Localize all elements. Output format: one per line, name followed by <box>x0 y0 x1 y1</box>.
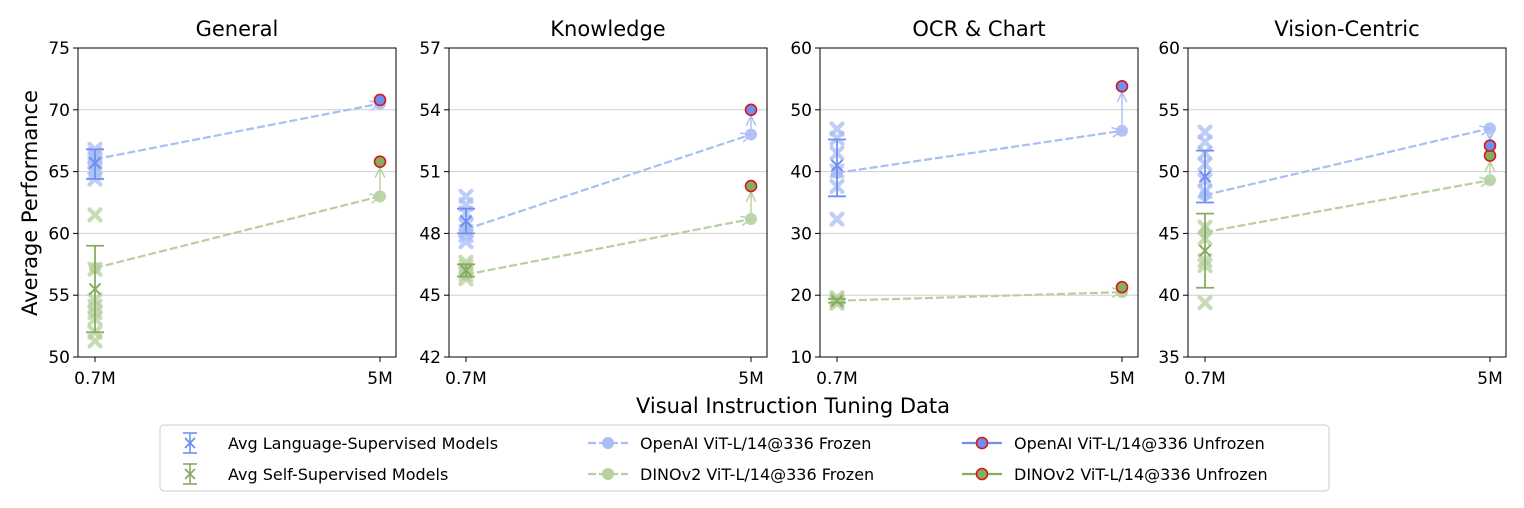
lang-model-marker <box>458 188 474 204</box>
dinov2-frozen-point <box>374 190 386 203</box>
lang-model-marker <box>829 211 845 227</box>
legend-box <box>159 424 1330 492</box>
self-model-marker <box>87 207 103 223</box>
dinov2-unfrozen-point <box>744 179 758 193</box>
legend-handle <box>184 437 196 449</box>
y-tick-label: 50 <box>790 101 812 121</box>
legend-label: Avg Self-Supervised Models <box>228 465 448 484</box>
y-tick-label: 51 <box>419 163 441 183</box>
legend-entry: OpenAI ViT-L/14@336 Unfrozen <box>962 434 1265 453</box>
avg-lang-marker <box>831 159 843 172</box>
dinov2-frozen-line <box>465 217 752 276</box>
openai-unfrozen-point <box>373 93 387 107</box>
dinov2-frozen-line <box>94 195 381 270</box>
x-tick-label: 5M <box>367 369 392 389</box>
avg-lang-errorbar <box>828 138 846 198</box>
avg-self-marker <box>1199 244 1211 257</box>
openai-frozen-line <box>836 129 1123 174</box>
y-tick-label: 55 <box>1158 101 1180 121</box>
y-tick-label: 40 <box>1158 286 1180 306</box>
legend-entry: Avg Language-Supervised Models <box>183 432 498 454</box>
plot-frame <box>77 47 397 358</box>
y-tick-label: 48 <box>419 224 441 244</box>
legend-entry: DINOv2 ViT-L/14@336 Unfrozen <box>962 465 1268 484</box>
legend-label: Avg Language-Supervised Models <box>228 434 498 453</box>
y-tick-label: 70 <box>48 101 70 121</box>
avg-lang-marker <box>460 215 472 228</box>
y-tick-label: 45 <box>419 286 441 306</box>
x-axis-label: Visual Instruction Tuning Data <box>636 394 950 418</box>
plot-frame <box>448 47 768 358</box>
x-tick-label: 5M <box>1109 369 1134 389</box>
y-tick-label: 10 <box>790 348 812 368</box>
y-tick-label: 60 <box>1158 39 1180 59</box>
dinov2-unfrozen-point <box>373 155 387 169</box>
panel-ocr-chart: 10 20 30 40 50 60 0.7M 5M OCR & Chart <box>790 17 1139 389</box>
x-tick-label: 0.7M <box>74 369 116 389</box>
legend: Avg Language-Supervised Models Avg Self-S… <box>159 424 1330 492</box>
legend-label: DINOv2 ViT-L/14@336 Frozen <box>640 465 874 484</box>
legend-label: OpenAI ViT-L/14@336 Frozen <box>640 434 871 453</box>
legend-label: OpenAI ViT-L/14@336 Unfrozen <box>1014 434 1265 453</box>
openai-unfrozen-point <box>744 103 758 117</box>
y-tick-label: 75 <box>48 39 70 59</box>
self-model-marker <box>1197 295 1213 311</box>
y-tick-label: 57 <box>419 39 441 59</box>
y-tick-label: 60 <box>790 39 812 59</box>
y-tick-label: 42 <box>419 348 441 368</box>
y-tick-label: 65 <box>48 163 70 183</box>
plot-frame <box>1187 47 1507 358</box>
panel-title: Knowledge <box>550 17 665 41</box>
legend-entry: Avg Self-Supervised Models <box>183 463 448 485</box>
y-tick-label: 60 <box>48 224 70 244</box>
panel-vision-centric: 35 40 45 50 55 60 0.7M 5M Vision-Centric <box>1158 17 1507 389</box>
openai-unfrozen-point <box>1483 139 1497 152</box>
openai-frozen-line <box>1204 127 1491 197</box>
dinov2-frozen-line <box>1204 179 1491 234</box>
openai-unfrozen-point <box>1115 80 1129 93</box>
y-tick-label: 50 <box>1158 163 1180 183</box>
avg-self-marker <box>831 294 843 307</box>
dinov2-frozen-point <box>1484 174 1496 187</box>
lang-model-marker <box>829 121 845 137</box>
x-tick-label: 0.7M <box>1184 369 1226 389</box>
y-tick-label: 30 <box>790 224 812 244</box>
openai-frozen-point <box>1484 122 1496 135</box>
x-tick-label: 0.7M <box>816 369 858 389</box>
panel-title: Vision-Centric <box>1274 17 1419 41</box>
y-tick-label: 20 <box>790 286 812 306</box>
panel-general: 50 55 60 65 70 75 0.7M 5M General <box>48 17 397 389</box>
dinov2-frozen-line <box>836 291 1123 302</box>
panel-knowledge: 42 45 48 51 54 57 0.7M 5M Knowledge <box>419 17 768 389</box>
openai-frozen-line <box>94 102 381 161</box>
x-tick-label: 0.7M <box>445 369 487 389</box>
x-tick-label: 5M <box>738 369 763 389</box>
panel-title: General <box>196 17 279 41</box>
y-tick-label: 40 <box>790 163 812 183</box>
lang-model-marker <box>1197 124 1213 140</box>
dinov2-unfrozen-point <box>1115 280 1129 294</box>
y-tick-label: 54 <box>419 101 441 121</box>
avg-self-marker <box>460 264 472 277</box>
x-tick-label: 5M <box>1477 369 1502 389</box>
y-tick-label: 35 <box>1158 348 1180 368</box>
y-tick-label: 45 <box>1158 224 1180 244</box>
openai-frozen-line <box>465 133 752 231</box>
avg-lang-marker <box>1199 170 1211 183</box>
openai-frozen-point <box>1116 124 1128 137</box>
avg-self-marker <box>89 283 101 296</box>
legend-handle <box>184 468 196 480</box>
panel-title: OCR & Chart <box>912 17 1045 41</box>
avg-lang-marker <box>89 156 101 169</box>
legend-entry: OpenAI ViT-L/14@336 Frozen <box>588 434 871 453</box>
legend-entry: DINOv2 ViT-L/14@336 Frozen <box>588 465 874 484</box>
y-tick-label: 50 <box>48 348 70 368</box>
legend-label: DINOv2 ViT-L/14@336 Unfrozen <box>1014 465 1268 484</box>
y-axis-label: Average Performance <box>18 90 42 316</box>
plot-frame <box>819 47 1139 358</box>
y-tick-label: 55 <box>48 286 70 306</box>
dinov2-frozen-point <box>745 212 757 225</box>
openai-frozen-point <box>745 128 757 141</box>
